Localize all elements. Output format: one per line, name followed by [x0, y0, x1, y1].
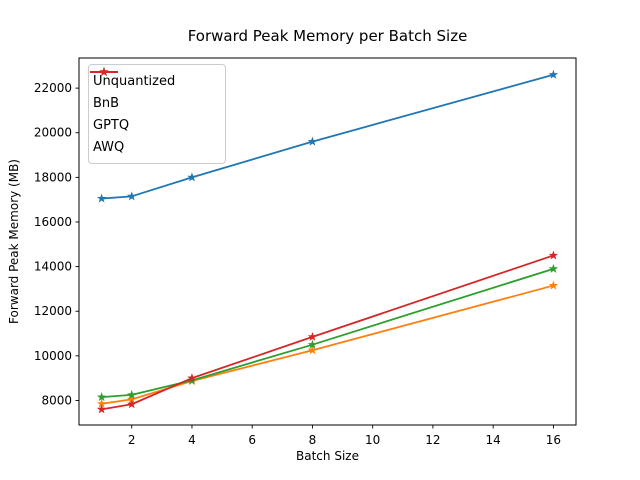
- legend-label-gptq: GPTQ: [93, 117, 130, 133]
- star-marker-unquantized: [126, 191, 137, 201]
- legend-label-bnb: BnB: [93, 95, 120, 111]
- legend-item-gptq: GPTQ: [90, 67, 219, 136]
- y-axis-label-wrap: Forward Peak Memory (MB): [3, 58, 25, 425]
- star-marker-awq: [187, 373, 197, 383]
- y-axis-label: Forward Peak Memory (MB): [7, 159, 21, 324]
- legend-line-star-icon: [90, 67, 118, 77]
- legend-star-icon: [99, 67, 109, 77]
- x-tick-label: 4: [188, 433, 196, 447]
- star-marker-bnb: [548, 280, 559, 290]
- star-marker-bnb: [307, 345, 318, 355]
- plot-frame: [78, 57, 577, 426]
- chart-title: Forward Peak Memory per Batch Size: [187, 27, 468, 45]
- star-marker-gptq: [307, 339, 318, 349]
- x-tick-label: 2: [128, 433, 136, 447]
- star-marker-awq: [307, 331, 318, 341]
- x-tick-label: 10: [365, 433, 380, 447]
- star-marker-bnb: [96, 398, 107, 408]
- y-tick-label: 8000: [41, 393, 72, 407]
- star-marker-gptq: [96, 392, 107, 402]
- x-tick-label: 14: [486, 433, 501, 447]
- star-marker-awq: [548, 250, 559, 260]
- x-tick-label: 16: [546, 433, 561, 447]
- star-marker-awq: [96, 404, 107, 414]
- y-tick-label: 22000: [34, 81, 72, 95]
- star-marker-unquantized: [96, 193, 107, 203]
- y-tick-label: 16000: [34, 215, 72, 229]
- star-marker-unquantized: [548, 69, 559, 79]
- x-tick-label: 12: [425, 433, 440, 447]
- star-marker-gptq: [126, 389, 137, 399]
- star-marker-gptq: [548, 263, 559, 273]
- legend-item-bnb: BnB: [90, 67, 219, 114]
- star-marker-bnb: [126, 394, 137, 404]
- x-axis-label: Batch Size: [296, 449, 359, 463]
- legend: Unquantized BnB GPTQ AWQ: [88, 64, 226, 164]
- y-tick-label: 18000: [34, 170, 72, 184]
- legend-label-unquantized: Unquantized: [93, 73, 176, 89]
- x-tick-label: 6: [248, 433, 256, 447]
- series-lines: [96, 69, 559, 414]
- star-marker-awq: [126, 399, 137, 409]
- star-marker-unquantized: [307, 136, 318, 146]
- y-tick-label: 20000: [34, 126, 72, 140]
- axis-ticks: 2 4 6 8 10 12 14 16 8000 10000 12000 14000 16000 1800…: [34, 81, 561, 447]
- y-tick-label: 10000: [34, 349, 72, 363]
- y-tick-label: 14000: [34, 260, 72, 274]
- series-line-gptq: [101, 267, 554, 399]
- legend-label-awq: AWQ: [93, 139, 125, 155]
- legend-item-awq: AWQ: [90, 67, 219, 158]
- y-tick-label: 12000: [34, 304, 72, 318]
- star-marker-unquantized: [187, 172, 197, 182]
- x-tick-label: 8: [309, 433, 317, 447]
